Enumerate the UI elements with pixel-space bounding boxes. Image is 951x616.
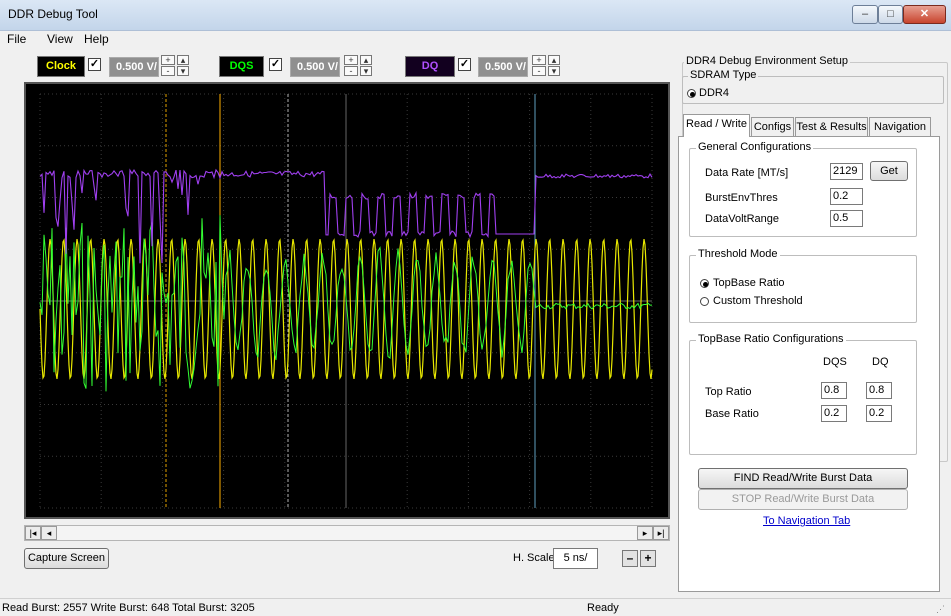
clock-volts-increase[interactable]: + xyxy=(161,55,175,65)
capture-screen-button[interactable]: Capture Screen xyxy=(24,548,109,569)
base-ratio-label: Base Ratio xyxy=(705,408,759,420)
dq-volts-field[interactable]: 0.500 V/ xyxy=(478,57,528,77)
get-button[interactable]: Get xyxy=(870,161,908,181)
clock-channel-label: Clock xyxy=(37,56,85,77)
dq-scroll-down[interactable]: ▾ xyxy=(548,66,560,76)
custom-threshold-radio[interactable] xyxy=(700,297,709,306)
scroll-right-button[interactable]: ▸ xyxy=(637,526,653,540)
custom-threshold-label: Custom Threshold xyxy=(713,295,803,307)
menu-file[interactable]: File xyxy=(7,32,27,46)
tab-page xyxy=(678,136,940,592)
ratio-col-dqs: DQS xyxy=(823,356,847,368)
ddr4-label: DDR4 xyxy=(699,87,729,99)
horizontal-scrollbar[interactable]: |◂ ◂ ▸ ▸| xyxy=(24,525,670,541)
resize-grip-icon[interactable]: ⋰ xyxy=(936,604,945,614)
find-burst-button[interactable]: FIND Read/Write Burst Data xyxy=(698,468,908,489)
data-volt-label: DataVoltRange xyxy=(705,213,779,225)
tab-configs[interactable]: Configs xyxy=(751,117,794,136)
title-bar: DDR Debug Tool – □ ✕ xyxy=(0,0,951,31)
window-title: DDR Debug Tool xyxy=(8,7,98,21)
oscilloscope-display[interactable] xyxy=(24,82,670,519)
dqs-volts-decrease[interactable]: - xyxy=(344,66,358,76)
tab-navigation[interactable]: Navigation xyxy=(869,117,931,136)
dq-channel-label: DQ xyxy=(405,56,455,77)
data-rate-input[interactable]: 2129 xyxy=(830,163,863,180)
menu-help[interactable]: Help xyxy=(84,32,109,46)
sdram-type-group xyxy=(682,76,944,104)
clock-trace xyxy=(39,238,653,380)
scroll-start-button[interactable]: |◂ xyxy=(25,526,41,540)
burst-env-label: BurstEnvThres xyxy=(705,192,778,204)
burst-counts-status: Read Burst: 2557 Write Burst: 648 Total … xyxy=(2,602,255,614)
maximize-button[interactable]: □ xyxy=(878,5,903,24)
sdram-type-label: SDRAM Type xyxy=(688,69,759,81)
top-ratio-dq-input[interactable]: 0.8 xyxy=(866,382,892,399)
base-ratio-dqs-input[interactable]: 0.2 xyxy=(821,405,847,422)
setup-title: DDR4 Debug Environment Setup xyxy=(684,55,851,67)
close-button[interactable]: ✕ xyxy=(903,5,946,24)
burst-env-input[interactable]: 0.2 xyxy=(830,188,863,205)
top-ratio-label: Top Ratio xyxy=(705,386,752,398)
top-ratio-dqs-input[interactable]: 0.8 xyxy=(821,382,847,399)
ddr4-radio[interactable] xyxy=(687,89,696,98)
dqs-volts-field[interactable]: 0.500 V/ xyxy=(290,57,340,77)
threshold-mode-group xyxy=(689,255,917,323)
ratio-config-title: TopBase Ratio Configurations xyxy=(696,333,846,345)
tab-read-write[interactable]: Read / Write xyxy=(683,114,750,137)
hscale-field[interactable]: 5 ns/ xyxy=(553,548,598,569)
dqs-channel-label: DQS xyxy=(219,56,264,77)
general-config-title: General Configurations xyxy=(696,141,814,153)
hscale-increase-button[interactable]: + xyxy=(640,550,656,567)
dq-scroll-up[interactable]: ▴ xyxy=(548,55,560,65)
scroll-end-button[interactable]: ▸| xyxy=(653,526,669,540)
data-volt-input[interactable]: 0.5 xyxy=(830,210,863,227)
dq-volts-decrease[interactable]: - xyxy=(532,66,546,76)
dq-trace xyxy=(39,168,653,264)
navigation-tab-link[interactable]: To Navigation Tab xyxy=(763,515,851,527)
dqs-volts-increase[interactable]: + xyxy=(344,55,358,65)
clock-volts-decrease[interactable]: - xyxy=(161,66,175,76)
data-rate-label: Data Rate [MT/s] xyxy=(705,167,789,179)
clock-scroll-down[interactable]: ▾ xyxy=(177,66,189,76)
scroll-left-button[interactable]: ◂ xyxy=(41,526,57,540)
hscale-decrease-button[interactable]: – xyxy=(622,550,638,567)
threshold-mode-title: Threshold Mode xyxy=(696,248,780,260)
topbase-ratio-label: TopBase Ratio xyxy=(713,277,785,289)
dq-channel-checkbox[interactable]: ✓ xyxy=(458,58,471,71)
ratio-col-dq: DQ xyxy=(872,356,889,368)
clock-volts-field[interactable]: 0.500 V/ xyxy=(109,57,159,77)
clock-scroll-up[interactable]: ▴ xyxy=(177,55,189,65)
base-ratio-dq-input[interactable]: 0.2 xyxy=(866,405,892,422)
ready-status: Ready xyxy=(587,602,619,614)
menu-bar: File View Help xyxy=(0,31,951,48)
minimize-button[interactable]: – xyxy=(852,5,878,24)
topbase-ratio-radio[interactable] xyxy=(700,279,709,288)
status-bar xyxy=(0,598,951,616)
dq-volts-increase[interactable]: + xyxy=(532,55,546,65)
hscale-label: H. Scale xyxy=(513,552,555,564)
dqs-scroll-up[interactable]: ▴ xyxy=(360,55,372,65)
clock-channel-checkbox[interactable]: ✓ xyxy=(88,58,101,71)
dqs-scroll-down[interactable]: ▾ xyxy=(360,66,372,76)
dqs-channel-checkbox[interactable]: ✓ xyxy=(269,58,282,71)
stop-burst-button[interactable]: STOP Read/Write Burst Data xyxy=(698,489,908,510)
menu-view[interactable]: View xyxy=(47,32,73,46)
dqs-trace xyxy=(39,215,652,392)
tab-test-results[interactable]: Test & Results xyxy=(795,117,868,136)
